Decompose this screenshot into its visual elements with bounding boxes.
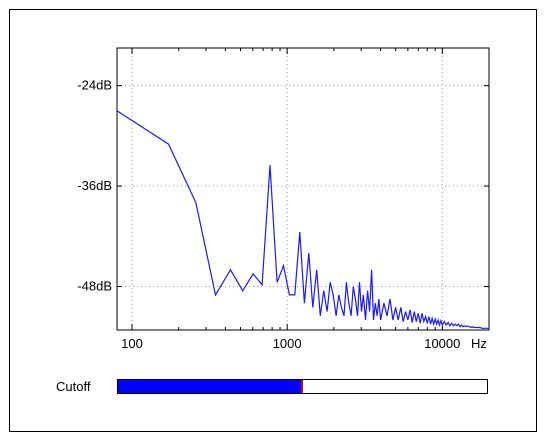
- cutoff-label: Cutoff: [56, 379, 91, 394]
- chart-labels: -24dB -36dB -48dB 100 1000 10000 Hz: [77, 78, 487, 351]
- x-unit-label: Hz: [471, 336, 487, 351]
- cutoff-slider[interactable]: [117, 379, 488, 394]
- x-tick-label: 1000: [273, 336, 302, 351]
- y-tick-label: -36dB: [77, 178, 112, 193]
- spectrum-line: [116, 110, 489, 329]
- cutoff-slider-thumb[interactable]: [300, 380, 303, 393]
- cutoff-slider-fill: [118, 380, 303, 393]
- y-tick-label: -24dB: [77, 78, 112, 93]
- chart-ticks: [117, 48, 489, 330]
- x-tick-label: 100: [121, 336, 143, 351]
- x-tick-label: 10000: [424, 336, 460, 351]
- plot-area: [116, 47, 490, 331]
- y-tick-label: -48dB: [77, 278, 112, 293]
